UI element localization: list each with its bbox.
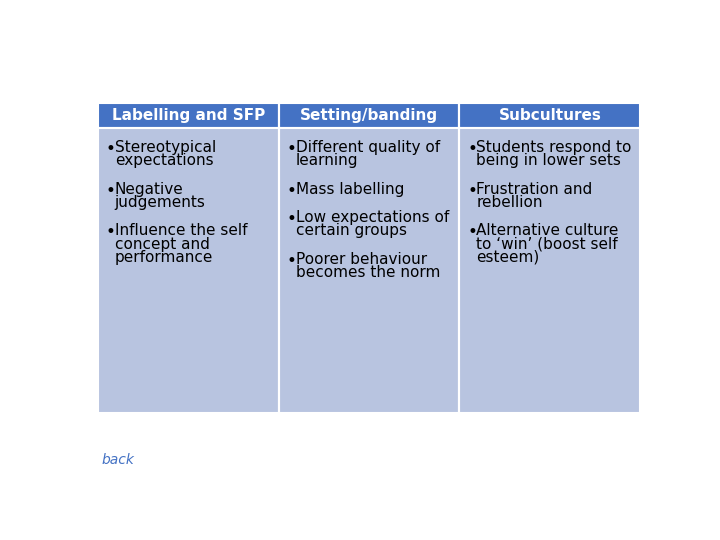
Text: back: back bbox=[102, 453, 135, 467]
Text: Different quality of: Different quality of bbox=[296, 140, 440, 156]
Text: •: • bbox=[467, 182, 477, 200]
Text: •: • bbox=[467, 140, 477, 158]
Text: becomes the norm: becomes the norm bbox=[296, 265, 440, 280]
Text: Labelling and SFP: Labelling and SFP bbox=[112, 108, 265, 123]
Text: judgements: judgements bbox=[114, 195, 206, 210]
Text: Poorer behaviour: Poorer behaviour bbox=[296, 252, 427, 267]
Text: •: • bbox=[287, 182, 296, 200]
FancyBboxPatch shape bbox=[98, 128, 279, 413]
FancyBboxPatch shape bbox=[98, 103, 279, 128]
FancyBboxPatch shape bbox=[279, 103, 459, 128]
Text: Frustration and: Frustration and bbox=[477, 182, 593, 197]
Text: expectations: expectations bbox=[114, 153, 213, 168]
Text: •: • bbox=[106, 224, 115, 241]
Text: esteem): esteem) bbox=[477, 249, 540, 265]
Text: Stereotypical: Stereotypical bbox=[114, 140, 216, 156]
Text: Mass labelling: Mass labelling bbox=[296, 182, 404, 197]
Text: Setting/banding: Setting/banding bbox=[300, 108, 438, 123]
Text: Subcultures: Subcultures bbox=[498, 108, 601, 123]
FancyBboxPatch shape bbox=[279, 128, 459, 413]
Text: Low expectations of: Low expectations of bbox=[296, 211, 449, 225]
Text: •: • bbox=[467, 224, 477, 241]
Text: being in lower sets: being in lower sets bbox=[477, 153, 621, 168]
Text: rebellion: rebellion bbox=[477, 195, 543, 210]
Text: •: • bbox=[287, 252, 296, 270]
Text: concept and: concept and bbox=[114, 237, 210, 252]
FancyBboxPatch shape bbox=[459, 103, 640, 128]
Text: •: • bbox=[106, 182, 115, 200]
Text: •: • bbox=[287, 211, 296, 228]
FancyBboxPatch shape bbox=[459, 128, 640, 413]
Text: performance: performance bbox=[114, 249, 213, 265]
Text: •: • bbox=[287, 140, 296, 158]
Text: Negative: Negative bbox=[114, 182, 184, 197]
Text: to ‘win’ (boost self: to ‘win’ (boost self bbox=[477, 237, 618, 252]
Text: learning: learning bbox=[296, 153, 358, 168]
Text: Influence the self: Influence the self bbox=[114, 224, 247, 239]
Text: Students respond to: Students respond to bbox=[477, 140, 632, 156]
Text: certain groups: certain groups bbox=[296, 224, 407, 239]
Text: •: • bbox=[106, 140, 115, 158]
Text: Alternative culture: Alternative culture bbox=[477, 224, 619, 239]
